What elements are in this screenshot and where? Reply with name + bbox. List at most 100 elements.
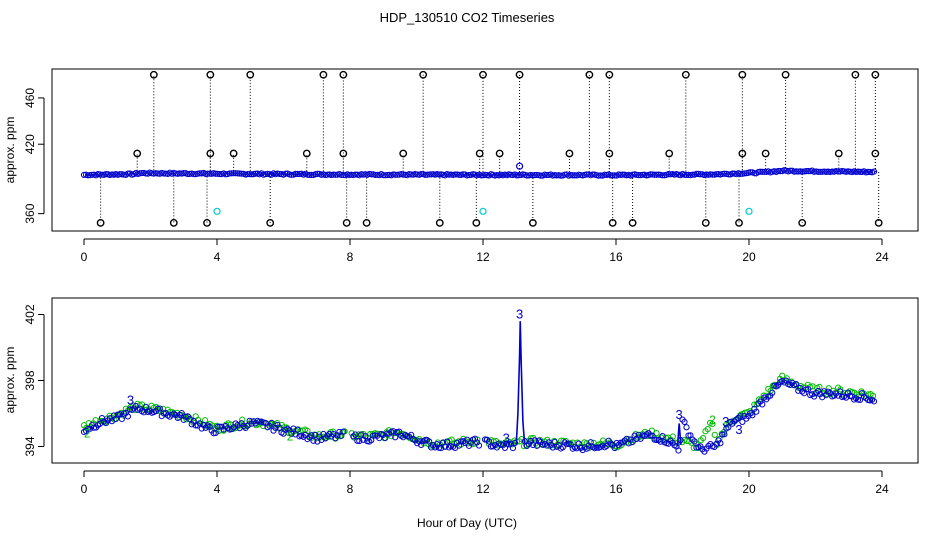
- series1-point: [467, 439, 475, 446]
- series1-point: [727, 418, 734, 425]
- baseline-point: [477, 172, 485, 179]
- series2-point: [751, 401, 758, 408]
- outlier-point: [206, 149, 215, 158]
- series1-point: [310, 437, 317, 444]
- baseline-point: [611, 172, 618, 179]
- bottom-x-tick-label: 24: [875, 482, 889, 496]
- series1-point: [228, 426, 235, 433]
- series1-point: [222, 423, 229, 430]
- top-y-tick-label: 360: [23, 203, 37, 223]
- series1-point: [220, 426, 227, 433]
- bottom-y-tick-label: 402: [23, 304, 37, 324]
- point-label-3: 3: [722, 414, 729, 429]
- baseline-point: [455, 171, 463, 178]
- series1-point: [438, 444, 445, 452]
- cyan-point: [479, 207, 487, 215]
- series1-point: [683, 424, 690, 431]
- series1-point: [637, 435, 644, 442]
- series1-point: [176, 411, 183, 419]
- series1-point: [178, 410, 185, 417]
- bottom-x-tick-label: 4: [214, 482, 221, 496]
- marks-top: [80, 70, 883, 227]
- outlier-point: [419, 70, 428, 79]
- baseline-point: [394, 171, 401, 178]
- outlier-point: [339, 149, 348, 158]
- series1-point: [212, 429, 219, 437]
- baseline-point: [597, 172, 604, 179]
- baseline-point: [515, 172, 523, 179]
- series1-point: [473, 439, 481, 446]
- series1-point: [854, 396, 862, 403]
- series1-point: [689, 436, 696, 443]
- outlier-point: [738, 70, 747, 79]
- baseline-point: [693, 170, 700, 177]
- baseline-point: [180, 170, 187, 177]
- baseline-point: [445, 171, 453, 178]
- series2-point: [711, 431, 718, 438]
- point-label-3: 3: [735, 422, 742, 437]
- baseline-point: [569, 172, 576, 179]
- point-label-3: 3: [676, 407, 683, 422]
- outlier-point: [738, 149, 747, 158]
- baseline-point: [775, 167, 782, 175]
- baseline-point: [721, 170, 728, 177]
- baseline-point: [304, 171, 311, 178]
- baseline-point: [681, 171, 688, 178]
- baseline-point: [422, 171, 429, 178]
- baseline-point: [817, 168, 824, 175]
- series2-point: [560, 437, 567, 445]
- series1-point: [426, 438, 433, 445]
- bottom-x-tick-label: 20: [742, 482, 756, 496]
- point-label-2: 2: [709, 413, 716, 427]
- series1-point: [154, 405, 161, 412]
- baseline-point: [451, 171, 459, 178]
- x-axis-bottom: 0 4 8 12 16 20 24: [81, 470, 889, 496]
- outlier-point: [605, 70, 614, 79]
- baseline-point: [384, 171, 391, 179]
- outlier-point: [229, 149, 238, 158]
- series1-point: [380, 431, 387, 438]
- baseline-point: [88, 171, 96, 178]
- baseline-point: [116, 171, 124, 178]
- series1-point: [737, 413, 744, 420]
- series1-point: [549, 444, 556, 451]
- baseline-point: [236, 170, 243, 177]
- point-label-3: 3: [503, 430, 510, 445]
- outlier-point: [149, 70, 158, 79]
- series1-point: [475, 442, 483, 449]
- series2-point: [239, 416, 246, 423]
- series1-point: [653, 436, 660, 444]
- point-label-2: 2: [84, 426, 91, 440]
- outlier-point: [585, 70, 594, 79]
- baseline-point: [330, 171, 337, 178]
- series1-point: [118, 415, 126, 423]
- cyan-point: [745, 207, 753, 215]
- baseline-point: [332, 171, 339, 178]
- baseline-point: [757, 168, 764, 175]
- series1-point: [256, 418, 263, 425]
- baseline-point: [803, 168, 810, 175]
- outlier-point: [665, 149, 674, 158]
- baseline-point: [653, 171, 660, 178]
- series1-point: [485, 438, 493, 445]
- baseline-point: [426, 171, 433, 178]
- series1-point: [487, 443, 495, 450]
- outlier-point: [495, 149, 504, 158]
- series1-point: [870, 398, 878, 405]
- point-label-2: 2: [287, 430, 294, 444]
- series1-point: [747, 410, 754, 417]
- baseline-point: [244, 171, 251, 178]
- plot-frame-bottom: [51, 297, 919, 464]
- outlier-point: [302, 149, 311, 158]
- outlier-point: [761, 149, 770, 158]
- plot-frame-top: [51, 68, 919, 232]
- series1-point: [659, 432, 666, 440]
- series1-point: [294, 426, 301, 433]
- series1-point: [216, 423, 223, 430]
- series1-point: [701, 448, 708, 455]
- series1-point: [856, 396, 864, 404]
- series1-point: [813, 389, 820, 396]
- baseline-point: [212, 170, 219, 177]
